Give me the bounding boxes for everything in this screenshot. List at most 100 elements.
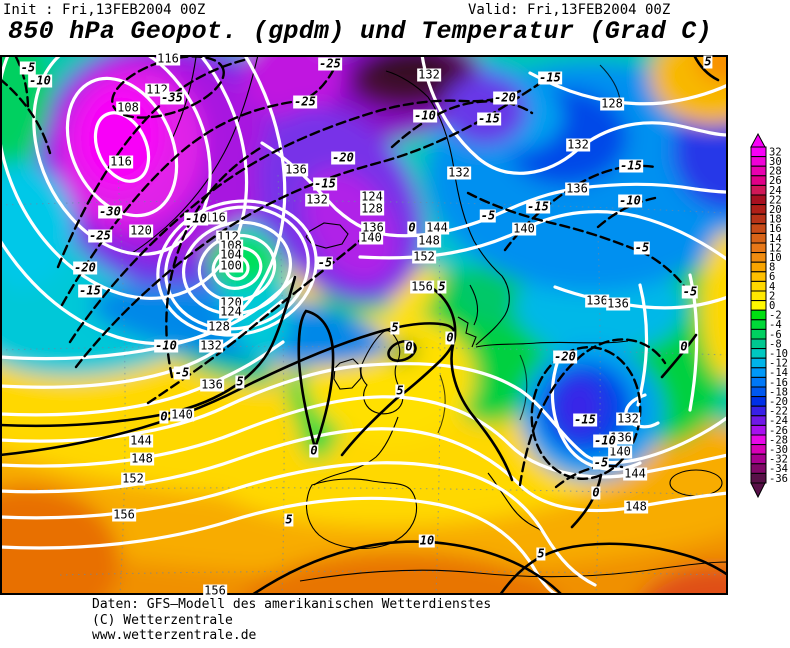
geopotential-contour-label: 156: [203, 585, 227, 598]
geopotential-contour-label: 148: [417, 235, 441, 248]
temperature-contour-label: -5: [480, 210, 496, 223]
colorbar-cell: [751, 281, 766, 291]
chart-title: 850 hPa Geopot. (gpdm) und Temperatur (G…: [8, 17, 712, 46]
geopotential-contour-label: 124: [219, 306, 243, 319]
geopotential-contour-label: 140: [512, 223, 536, 236]
temperature-contour-label: 5: [703, 56, 712, 69]
geopotential-contour-label: 156: [112, 509, 136, 522]
colorbar-cell: [751, 349, 766, 359]
geopotential-contour-label: 148: [130, 453, 154, 466]
colorbar-top-arrow: [751, 134, 765, 147]
temperature-contour-label: 0: [407, 222, 416, 235]
temperature-contour-label: 5: [437, 281, 446, 294]
geopotential-contour-label: 116: [156, 53, 180, 66]
colorbar-cell: [751, 147, 766, 157]
colorbar-bottom-arrow: [751, 483, 765, 497]
colorbar-cell: [751, 176, 766, 186]
temperature-contour-label: -5: [317, 257, 333, 270]
temperature-contour-label: 10: [419, 535, 435, 548]
geopotential-contour-label: 128: [360, 203, 384, 216]
geopotential-contour-label: 116: [109, 156, 133, 169]
geopotential-contour-label: 140: [170, 409, 194, 422]
geopotential-contour-label: 132: [417, 69, 441, 82]
temperature-contour-label: -5: [174, 367, 190, 380]
temperature-contour-label: -10: [618, 195, 642, 208]
temperature-contour-label: -15: [538, 72, 562, 85]
temperature-contour-label: -15: [619, 160, 643, 173]
colorbar-cell: [751, 377, 766, 387]
geopotential-contour-label: 136: [284, 164, 308, 177]
colorbar-cell: [751, 233, 766, 243]
temperature-contour-label: 5: [395, 385, 404, 398]
weather-map-svg: [0, 55, 729, 595]
colorbar-cell: [751, 310, 766, 320]
geopotential-contour-label: 132: [199, 340, 223, 353]
init-time-label: Init : Fri,13FEB2004 00Z: [3, 2, 205, 18]
geopotential-contour-label: 144: [129, 435, 153, 448]
temperature-contour-label: 5: [235, 376, 244, 389]
geopotential-contour-label: 132: [305, 194, 329, 207]
temperature-contour-label: -5: [593, 457, 609, 470]
temperature-contour-label: -20: [331, 152, 355, 165]
colorbar-cell: [751, 397, 766, 407]
temperature-contour-label: -15: [526, 201, 550, 214]
colorbar-cell: [751, 435, 766, 445]
colorbar-cell: [751, 445, 766, 455]
temperature-contour-label: 0: [159, 411, 168, 424]
colorbar-cell: [751, 243, 766, 253]
geopotential-contour-label: 120: [129, 225, 153, 238]
colorbar-cell: [751, 425, 766, 435]
geopotential-contour-label: 132: [616, 413, 640, 426]
colorbar-cell: [751, 214, 766, 224]
colorbar-cell: [751, 406, 766, 416]
colorbar-svg: 32302826242220181614121086420-2-4-6-8-10…: [750, 133, 790, 499]
geopotential-contour-label: 152: [412, 251, 436, 264]
temperature-contour-label: 0: [445, 332, 454, 345]
temperature-contour-label: 0: [404, 341, 413, 354]
colorbar-cell: [751, 272, 766, 282]
geopotential-contour-label: 136: [565, 183, 589, 196]
temperature-contour-label: -10: [184, 213, 208, 226]
colorbar-cell: [751, 262, 766, 272]
geopotential-contour-label: 148: [624, 501, 648, 514]
colorbar-cell: [751, 339, 766, 349]
temperature-contour-label: 5: [284, 514, 293, 527]
temperature-contour-label: -10: [154, 340, 178, 353]
temperature-contour-label: -15: [313, 178, 337, 191]
temperature-contour-label: -25: [318, 58, 342, 71]
colorbar-cell: [751, 464, 766, 474]
colorbar-cell: [751, 157, 766, 167]
temperature-contour-label: -15: [477, 113, 501, 126]
colorbar-cell: [751, 195, 766, 205]
colorbar-cell: [751, 291, 766, 301]
geopotential-contour-label: 156: [410, 281, 434, 294]
geopotential-contour-label: 144: [623, 468, 647, 481]
temperature-contour-label: 0: [679, 341, 688, 354]
geopotential-contour-label: 132: [566, 139, 590, 152]
colorbar-cell: [751, 320, 766, 330]
valid-time-label: Valid: Fri,13FEB2004 00Z: [468, 2, 670, 18]
geopotential-contour-label: 132: [447, 167, 471, 180]
temperature-contour-label: 5: [536, 548, 545, 561]
temperature-contour-label: -5: [682, 286, 698, 299]
footer-data-source: Daten: GFS—Modell des amerikanischen Wet…: [92, 597, 491, 613]
geopotential-contour-label: 100: [219, 260, 243, 273]
footer-url: www.wetterzentrale.de: [92, 628, 491, 644]
colorbar-cell: [751, 185, 766, 195]
temperature-contour-label: 0: [309, 445, 318, 458]
temperature-contour-label: 5: [390, 322, 399, 335]
colorbar-cell: [751, 205, 766, 215]
geopotential-contour-label: 128: [207, 321, 231, 334]
colorbar-cell: [751, 416, 766, 426]
colorbar-cell: [751, 224, 766, 234]
temperature-contour-label: -20: [493, 92, 517, 105]
temperature-colorbar: 32302826242220181614121086420-2-4-6-8-10…: [750, 133, 790, 503]
temperature-contour-label: -35: [160, 92, 184, 105]
geopotential-contour-label: 152: [121, 473, 145, 486]
temperature-contour-label: -10: [593, 435, 617, 448]
weather-map: 1161121081161201161121081041001201241321…: [0, 55, 729, 595]
colorbar-cell: [751, 301, 766, 311]
geopotential-contour-label: 140: [359, 232, 383, 245]
footer-copyright: (C) Wetterzentrale: [92, 613, 491, 629]
temperature-contour-label: -25: [88, 230, 112, 243]
